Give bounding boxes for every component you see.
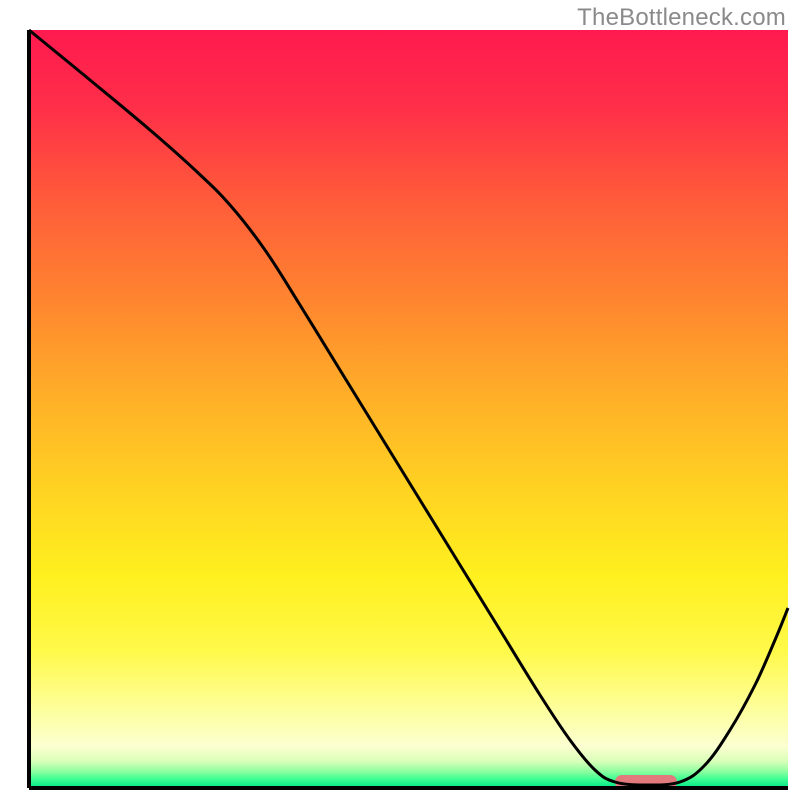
watermark-text: TheBottleneck.com [577, 4, 786, 32]
plot-background [29, 30, 788, 788]
chart-svg [0, 0, 800, 800]
chart-container: TheBottleneck.com [0, 0, 800, 800]
